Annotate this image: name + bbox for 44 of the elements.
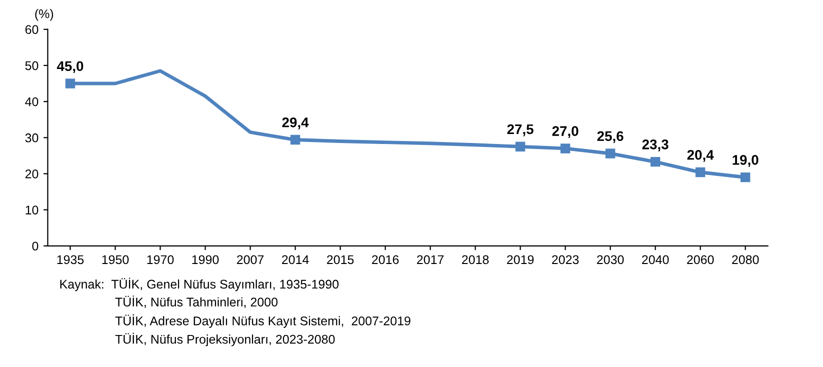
data-label: 27,0 bbox=[552, 126, 578, 138]
x-tick-label: 2017 bbox=[417, 255, 444, 264]
x-tick-label: 2040 bbox=[642, 255, 669, 264]
x-tick-label: 1990 bbox=[192, 255, 219, 264]
text: TÜİK, Adrese Dayalı Nüfus Kayıt Sistemi, 2007-2019 bbox=[115, 314, 410, 328]
x-tick-label: 2007 bbox=[236, 255, 264, 264]
data-label: 45,0 bbox=[56, 61, 84, 74]
point bbox=[560, 144, 570, 154]
y-tick-label: 30 bbox=[25, 133, 38, 142]
x-tick-label: 2016 bbox=[372, 255, 399, 264]
point bbox=[290, 134, 300, 145]
point bbox=[65, 78, 76, 88]
y-tick-label: 0 bbox=[32, 242, 38, 251]
text: TÜİK, Nüfus Projeksiyonları, 2023-2080 bbox=[115, 332, 335, 346]
point bbox=[650, 156, 660, 167]
data-label: 29,4 bbox=[282, 117, 309, 130]
y-tick-label: 40 bbox=[25, 97, 38, 106]
x-tick-label: 2060 bbox=[687, 255, 714, 264]
data-label: 19,0 bbox=[732, 155, 758, 167]
text: TÜİK, Nüfus Tahminleri, 2000 bbox=[115, 296, 278, 308]
x-tick-label: 2023 bbox=[552, 255, 579, 264]
point bbox=[695, 167, 706, 178]
data-label: 20,4 bbox=[687, 150, 714, 162]
x-tick-label: 2080 bbox=[732, 255, 759, 264]
x-tick-label: 2015 bbox=[327, 255, 354, 264]
y-tick-label: 20 bbox=[25, 170, 38, 178]
y-tick-label: 10 bbox=[26, 206, 38, 214]
point bbox=[605, 148, 616, 158]
data-label: 23,3 bbox=[642, 140, 668, 152]
x-tick-label: 1935 bbox=[57, 255, 84, 264]
data-label: 25,6 bbox=[597, 131, 624, 144]
x-tick-label: 2030 bbox=[597, 255, 624, 264]
y-tick-label: 50 bbox=[25, 61, 38, 70]
x-tick-label: 1970 bbox=[147, 255, 174, 264]
x-tick-label: 1950 bbox=[102, 255, 129, 264]
y-axis-title: (%) bbox=[35, 9, 54, 21]
y-tick-label: 60 bbox=[25, 25, 38, 34]
x-tick-label: 2019 bbox=[507, 255, 534, 264]
point bbox=[740, 172, 750, 182]
data-label: 27,5 bbox=[507, 124, 534, 136]
text: Kaynak: TÜİK, Genel Nüfus Sayımları, 1935-1990 bbox=[60, 278, 339, 292]
x-tick-label: 2014 bbox=[282, 255, 309, 264]
point bbox=[515, 142, 526, 152]
x-tick-label: 2018 bbox=[462, 255, 489, 264]
